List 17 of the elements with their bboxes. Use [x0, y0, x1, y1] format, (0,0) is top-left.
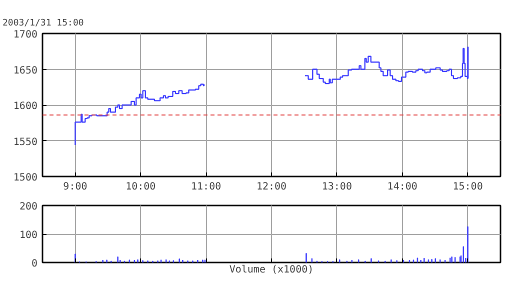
y-tick-label: 1700: [13, 30, 38, 40]
x-tick-label: 11:00: [191, 182, 222, 192]
x-tick-label: 14:00: [387, 182, 418, 192]
y-tick-label: 1650: [13, 65, 38, 76]
y-tick-label: 0: [31, 258, 38, 270]
y-tick-label: 1550: [13, 136, 38, 148]
x-tick-label: 9:00: [63, 182, 88, 192]
x-tick-label: 10:00: [126, 182, 156, 192]
x-axis-title: Volume (x1000): [229, 264, 314, 276]
x-tick-label: 13:00: [322, 182, 352, 192]
chart-title: 2003/1/31 15:00: [2, 18, 84, 28]
y-tick-label: 1500: [13, 172, 38, 184]
x-tick-label: 12:00: [256, 182, 287, 192]
x-tick-label: 15:00: [452, 182, 483, 192]
y-tick-label: 200: [19, 202, 38, 212]
y-tick-label: 100: [19, 230, 38, 241]
y-tick-label: 1600: [13, 101, 38, 112]
